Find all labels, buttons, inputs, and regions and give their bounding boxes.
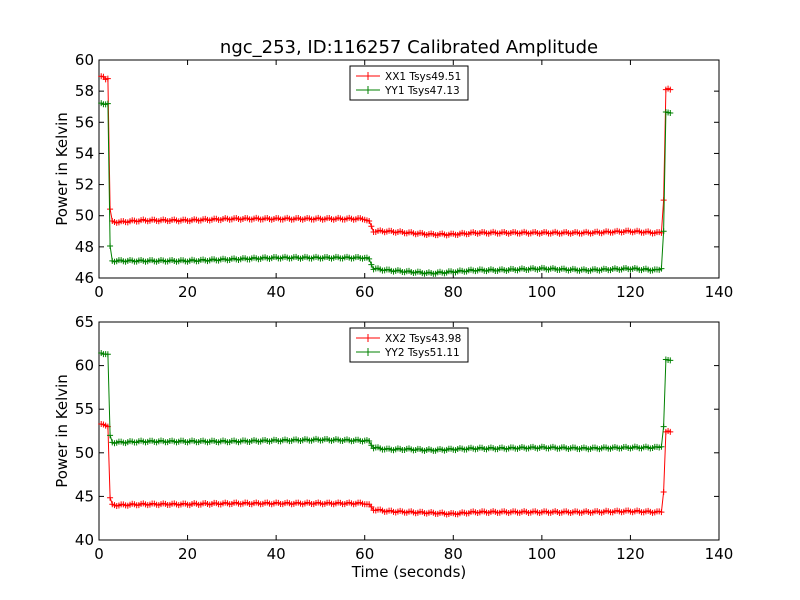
y-tick-label: 60 xyxy=(75,357,94,375)
y-tick-label: 40 xyxy=(75,531,94,549)
chart-title-top: ngc_253, ID:116257 Calibrated Amplitude xyxy=(220,37,598,58)
y-tick-label: 48 xyxy=(75,238,94,256)
data-point-marker xyxy=(667,428,674,435)
data-point-marker xyxy=(660,228,667,235)
legend-label: YY2 Tsys51.11 xyxy=(384,347,460,359)
plot-area-bottom xyxy=(98,321,720,541)
y-tick-label: 56 xyxy=(75,113,94,131)
y-tick-label: 45 xyxy=(75,487,94,505)
series-top xyxy=(98,73,674,277)
legend-top: XX1 Tsys49.51 YY1 Tsys47.13 xyxy=(349,65,469,101)
y-tick-label: 55 xyxy=(75,400,94,418)
data-point-marker xyxy=(658,443,665,450)
series-bottom xyxy=(98,349,674,518)
xlabel-bottom: Time (seconds) xyxy=(351,563,467,581)
legend-box xyxy=(349,65,469,101)
data-point-marker xyxy=(667,86,674,93)
x-tick-label: 140 xyxy=(705,283,734,301)
data-point-marker xyxy=(368,223,375,230)
x-tick-label: 140 xyxy=(705,545,734,563)
data-point-marker xyxy=(658,265,665,272)
legend-marker xyxy=(364,72,372,80)
y-tick-label: 50 xyxy=(75,207,94,225)
y-tick-label: 58 xyxy=(75,82,94,100)
legend-bottom: XX2 Tsys43.98 YY2 Tsys51.11 xyxy=(349,327,469,363)
data-point-marker xyxy=(667,109,674,116)
x-tick-label: 60 xyxy=(355,545,374,563)
x-tick-label: 60 xyxy=(355,283,374,301)
data-point-marker xyxy=(660,197,667,204)
ticks-top: 0 20 40 60 80 100 120 140 46 48 50 52 54 56 58 60 xyxy=(75,51,733,301)
data-point-marker xyxy=(107,432,114,439)
data-point-marker xyxy=(667,357,674,364)
legend-label: XX1 Tsys49.51 xyxy=(385,71,461,83)
y-tick-label: 60 xyxy=(75,51,94,69)
ylabel-bottom: Power in Kelvin xyxy=(53,374,71,488)
data-point-marker xyxy=(368,261,375,268)
x-tick-label: 100 xyxy=(528,283,557,301)
x-tick-label: 40 xyxy=(267,545,286,563)
y-tick-label: 52 xyxy=(75,176,94,194)
x-tick-label: 120 xyxy=(616,283,645,301)
x-tick-label: 40 xyxy=(267,283,286,301)
x-tick-label: 80 xyxy=(444,545,463,563)
legend-box xyxy=(349,327,469,363)
legend-marker xyxy=(364,86,372,94)
x-tick-label: 120 xyxy=(616,545,645,563)
x-tick-label: 20 xyxy=(178,283,197,301)
y-tick-label: 50 xyxy=(75,444,94,462)
data-point-marker xyxy=(104,75,111,82)
data-point-marker xyxy=(107,206,114,213)
x-tick-label: 80 xyxy=(444,283,463,301)
data-point-marker xyxy=(368,442,375,449)
ticks-bottom: 0 20 40 60 80 100 120 140 40 45 50 55 60 65 xyxy=(75,313,733,563)
legend-marker xyxy=(364,348,372,356)
x-tick-label: 100 xyxy=(528,545,557,563)
legend-label: YY1 Tsys47.13 xyxy=(384,85,460,97)
x-tick-label: 0 xyxy=(94,283,104,301)
data-point-marker xyxy=(366,218,373,225)
data-point-marker xyxy=(107,494,114,501)
data-point-marker xyxy=(366,438,373,445)
ylabel-top: Power in Kelvin xyxy=(53,112,71,226)
data-point-marker xyxy=(368,503,375,510)
legend-marker xyxy=(364,334,372,342)
x-tick-label: 20 xyxy=(178,545,197,563)
data-point-marker xyxy=(104,100,111,107)
data-point-marker xyxy=(660,423,667,430)
plot-area-top xyxy=(98,59,720,279)
y-tick-label: 46 xyxy=(75,269,94,287)
y-tick-label: 65 xyxy=(75,313,94,331)
data-point-marker xyxy=(107,242,114,249)
data-point-marker xyxy=(660,489,667,496)
y-tick-label: 54 xyxy=(75,144,94,162)
data-point-marker xyxy=(366,255,373,262)
data-point-marker xyxy=(104,351,111,358)
x-tick-label: 0 xyxy=(94,545,104,563)
legend-label: XX2 Tsys43.98 xyxy=(385,333,461,345)
data-point-marker xyxy=(658,509,665,516)
